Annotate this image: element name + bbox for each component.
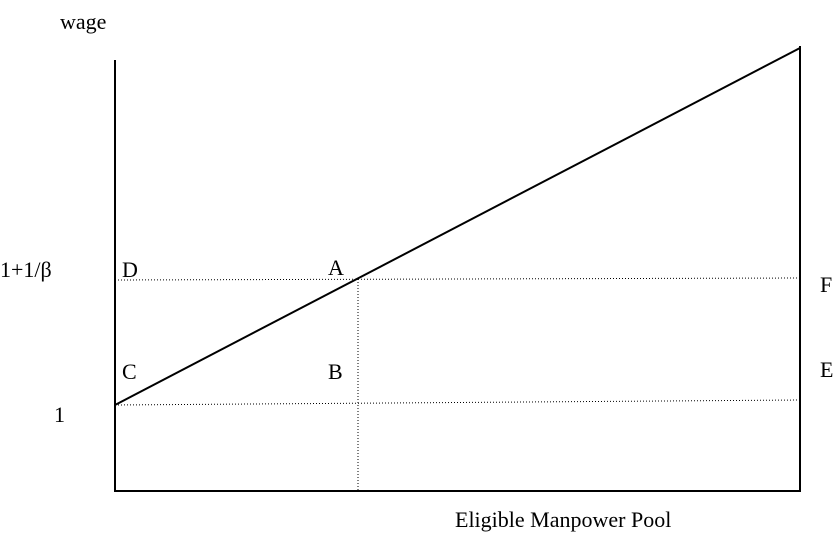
point-label: F: [820, 272, 832, 297]
y-level-label: 1: [54, 402, 65, 427]
upper-dotted-line: [114, 277, 801, 281]
point-label: B: [328, 359, 343, 384]
x-axis-label: Eligible Manpower Pool: [455, 507, 671, 532]
wage-line: [114, 47, 801, 406]
point-label: E: [820, 357, 833, 382]
lower-dotted-line: [114, 399, 801, 406]
point-label: A: [328, 255, 344, 280]
point-label: D: [122, 257, 138, 282]
y-axis-label: wage: [60, 9, 106, 34]
y-level-label: 1+1/β: [0, 257, 52, 282]
point-label: C: [122, 359, 137, 384]
